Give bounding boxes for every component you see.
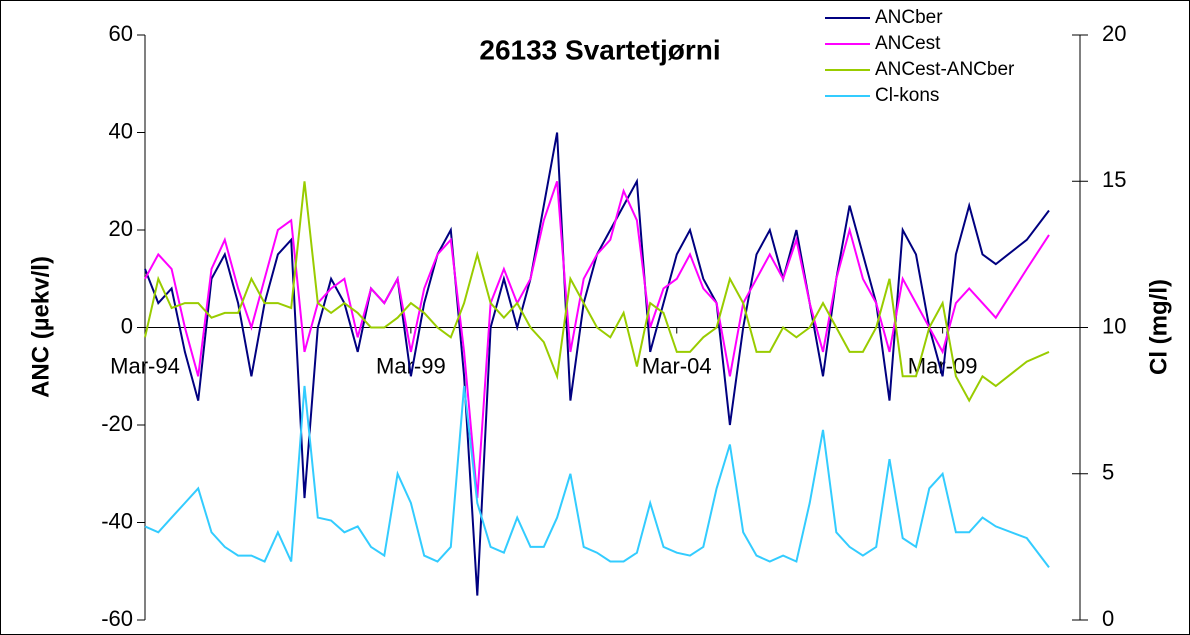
y-tick-label: -60: [101, 606, 133, 631]
y2-axis-label: Cl (mg/l): [1145, 279, 1172, 375]
series-line: [144, 180, 1050, 499]
x-tick-label: Mar-04: [642, 353, 712, 378]
x-tick-label: Mar-94: [110, 353, 180, 378]
y2-tick-label: 5: [1102, 460, 1114, 485]
series-line: [144, 385, 1050, 569]
y-tick-label: -40: [101, 508, 133, 533]
y-tick-label: -20: [101, 411, 133, 436]
y2-tick-label: 15: [1102, 167, 1126, 192]
y-tick-label: 0: [121, 313, 133, 338]
y2-tick-label: 0: [1102, 606, 1114, 631]
y-tick-label: 60: [109, 21, 133, 46]
y2-tick-label: 20: [1102, 21, 1126, 46]
y-axis-label: ANC (µekv/l): [27, 256, 54, 398]
legend-label: Cl-kons: [875, 85, 939, 106]
legend-label: ANCber: [875, 7, 943, 28]
y2-tick-label: 10: [1102, 313, 1126, 338]
legend-label: ANCest: [875, 33, 941, 54]
series-line: [144, 181, 1050, 403]
y-tick-label: 40: [109, 118, 133, 143]
chart-title: 26133 Svartetjørni: [479, 34, 720, 65]
y-tick-label: 20: [109, 216, 133, 241]
legend-label: ANCest-ANCber: [875, 59, 1015, 80]
